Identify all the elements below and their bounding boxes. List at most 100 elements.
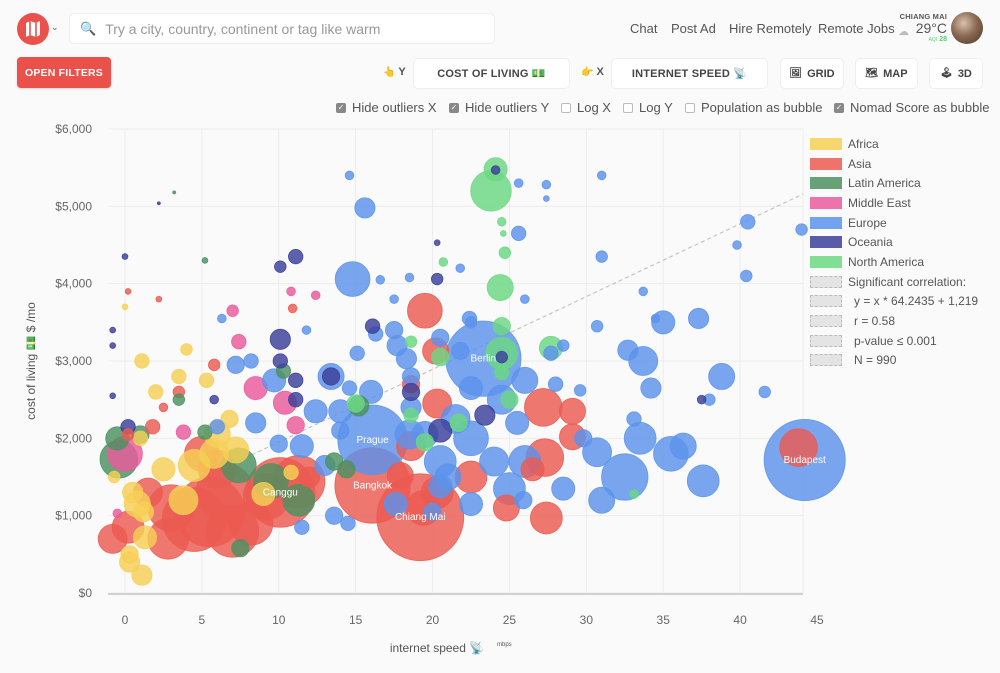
chevron-down-icon[interactable]: ⌄ [51,22,59,32]
data-point[interactable] [301,325,312,335]
data-point[interactable] [650,313,661,324]
checkbox-box[interactable] [449,102,459,113]
data-point[interactable] [274,260,287,273]
data-point[interactable] [156,201,161,206]
data-point[interactable] [511,366,539,394]
data-point[interactable] [740,214,756,230]
data-point[interactable] [407,292,443,329]
nomad-score-bubble-checkbox[interactable]: Nomad Score as bubble [834,100,989,115]
data-point[interactable] [464,316,478,329]
data-point[interactable] [122,481,144,504]
data-point[interactable] [541,179,552,190]
data-point[interactable] [383,492,408,517]
data-point[interactable] [451,341,470,361]
data-point[interactable] [498,246,512,259]
log-y-checkbox[interactable]: Log Y [623,100,673,115]
data-point[interactable] [514,491,533,510]
data-point[interactable] [321,367,341,386]
data-point[interactable] [151,457,176,482]
data-point[interactable] [559,397,586,425]
data-point[interactable] [243,353,259,369]
x-axis-select[interactable]: INTERNET SPEED 📡 [611,58,768,89]
data-point[interactable] [288,392,304,408]
data-point[interactable] [112,508,123,519]
data-point[interactable] [289,434,314,459]
data-point[interactable] [340,515,356,532]
data-point[interactable] [346,394,365,413]
data-point[interactable] [574,429,593,448]
data-point[interactable] [588,486,616,514]
hide-outliers-y-checkbox[interactable]: Hide outliers Y [449,100,549,115]
data-point[interactable] [286,416,305,435]
data-point[interactable] [134,353,150,369]
data-point[interactable] [492,317,511,336]
data-point[interactable] [198,372,215,388]
data-point[interactable] [354,197,376,219]
nomad-list-logo[interactable] [17,13,49,45]
3d-view-button[interactable]: 🕹 3D [929,58,983,89]
data-point[interactable] [494,364,510,381]
open-filters-button[interactable]: OPEN FILTERS [17,57,111,88]
data-point[interactable] [251,482,276,507]
data-point[interactable] [543,345,559,361]
data-point[interactable] [222,436,250,464]
data-point[interactable] [449,413,468,432]
checkbox-box[interactable] [336,102,346,113]
data-point[interactable] [331,421,350,440]
data-point[interactable] [795,223,808,236]
data-point[interactable] [148,384,164,400]
data-point[interactable] [201,257,209,264]
data-point[interactable] [325,506,344,525]
data-point[interactable] [282,483,316,517]
data-point[interactable] [269,434,288,453]
data-point[interactable] [272,353,288,369]
data-point[interactable] [431,348,450,367]
data-point[interactable] [294,519,310,535]
data-point[interactable] [520,457,545,482]
data-point[interactable] [209,419,225,435]
grid-view-button[interactable]: 🖼 GRID [780,58,844,89]
data-point[interactable] [638,286,648,297]
weather-widget[interactable]: CHIANG MAI ☁ 29°C AQI 28 [897,12,947,43]
data-point[interactable] [158,402,169,413]
data-point[interactable] [686,464,720,498]
data-point[interactable] [458,492,483,517]
data-point[interactable] [524,388,563,427]
checkbox-box[interactable] [685,102,695,113]
data-point[interactable] [433,239,441,246]
data-point[interactable] [557,339,570,352]
data-point[interactable] [228,501,274,546]
data-point[interactable] [389,294,399,304]
data-point[interactable] [623,421,657,455]
data-point[interactable] [97,523,128,554]
data-point[interactable] [497,217,507,227]
data-point[interactable] [108,470,121,484]
checkbox-box[interactable] [834,102,844,113]
data-point[interactable] [640,377,662,399]
data-point[interactable] [207,358,221,372]
data-point[interactable] [732,240,742,250]
data-point[interactable] [245,412,267,434]
data-point[interactable] [364,318,381,334]
data-point[interactable] [298,466,321,488]
data-point[interactable] [288,248,304,265]
data-point[interactable] [121,303,129,311]
data-point[interactable] [495,350,508,364]
hide-outliers-x-checkbox[interactable]: Hide outliers X [336,100,437,115]
data-point[interactable] [132,525,157,550]
data-point[interactable] [334,261,371,297]
data-point[interactable] [288,372,304,388]
data-point[interactable] [180,343,193,356]
data-point[interactable] [286,286,296,297]
data-point[interactable] [431,328,450,347]
data-point[interactable] [109,392,116,400]
data-point[interactable] [474,404,496,426]
data-point[interactable] [145,419,161,435]
nav-post-ad[interactable]: Post Ad [671,21,716,36]
data-point[interactable] [349,345,365,361]
nav-chat[interactable]: Chat [630,21,658,36]
data-point[interactable] [269,328,291,350]
search-box[interactable]: 🔍 [69,13,495,44]
data-point[interactable] [428,474,453,499]
